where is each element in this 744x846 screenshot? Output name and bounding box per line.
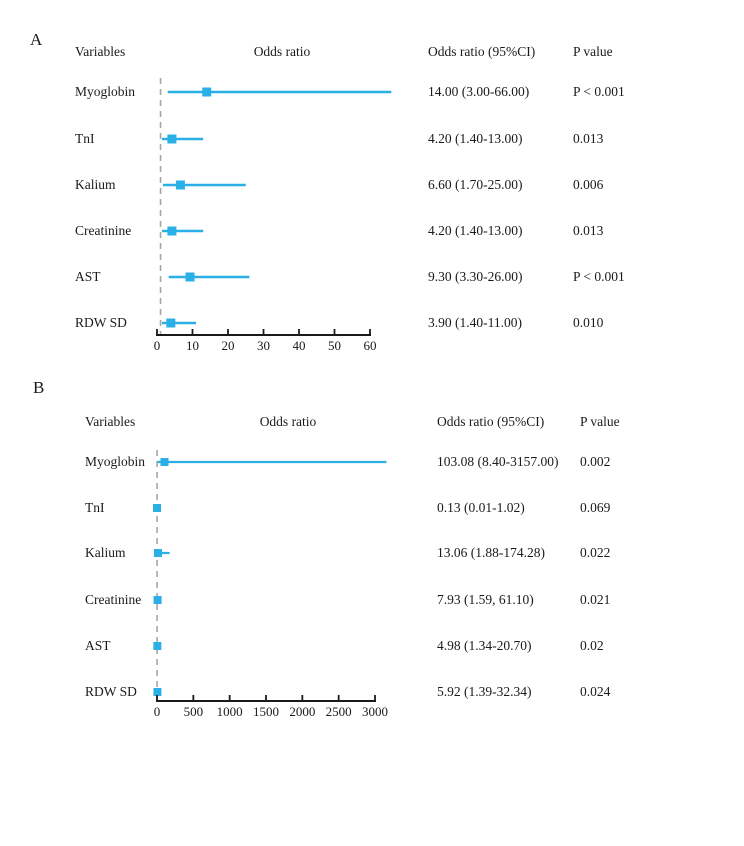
or-ci-value: 4.20 (1.40-13.00) xyxy=(428,131,523,146)
or-ci-value: 6.60 (1.70-25.00) xyxy=(428,177,523,192)
variable-label: AST xyxy=(85,638,111,653)
or-marker xyxy=(153,596,162,604)
x-tick-label: 20 xyxy=(222,338,235,353)
p-value: 0.013 xyxy=(573,131,604,146)
variable-label: RDW SD xyxy=(75,315,127,330)
panel-label: A xyxy=(30,30,43,49)
or-marker xyxy=(167,134,177,144)
x-tick-label: 60 xyxy=(364,338,377,353)
header-p-value: P value xyxy=(580,414,620,429)
x-tick-label: 40 xyxy=(293,338,306,353)
header-variables: Variables xyxy=(85,414,136,429)
variable-label: Kalium xyxy=(85,545,126,560)
or-marker xyxy=(153,642,162,650)
or-marker xyxy=(153,688,162,696)
or-marker xyxy=(166,318,176,328)
header-odds-ratio: Odds ratio xyxy=(253,44,311,59)
p-value: 0.013 xyxy=(573,223,604,238)
header-odds-ratio: Odds ratio xyxy=(259,414,317,429)
or-ci-value: 13.06 (1.88-174.28) xyxy=(437,545,545,560)
variable-label: Kalium xyxy=(75,177,116,192)
p-value: 0.002 xyxy=(580,454,611,469)
x-tick-label: 3000 xyxy=(362,704,388,719)
header-or-ci: Odds ratio (95%CI) xyxy=(428,44,536,59)
p-value: 0.021 xyxy=(580,592,611,607)
x-tick-label: 0 xyxy=(154,338,161,353)
or-marker xyxy=(202,87,212,97)
or-marker xyxy=(167,226,177,236)
or-ci-value: 4.20 (1.40-13.00) xyxy=(428,223,523,238)
or-ci-value: 14.00 (3.00-66.00) xyxy=(428,84,530,99)
panel-label: B xyxy=(33,378,45,397)
or-ci-value: 0.13 (0.01-1.02) xyxy=(437,500,525,515)
header-or-ci: Odds ratio (95%CI) xyxy=(437,414,545,429)
x-tick-label: 2500 xyxy=(326,704,352,719)
x-tick-label: 0 xyxy=(154,704,161,719)
x-tick-label: 1000 xyxy=(217,704,243,719)
x-tick-label: 10 xyxy=(186,338,199,353)
variable-label: Creatinine xyxy=(75,223,132,238)
p-value: 0.006 xyxy=(573,177,604,192)
p-value: 0.022 xyxy=(580,545,611,560)
or-marker xyxy=(175,180,185,190)
or-marker xyxy=(160,458,169,466)
p-value: 0.010 xyxy=(573,315,604,330)
or-ci-value: 9.30 (3.30-26.00) xyxy=(428,269,523,284)
or-marker xyxy=(153,549,162,557)
p-value: P < 0.001 xyxy=(573,84,625,99)
p-value: 0.069 xyxy=(580,500,611,515)
or-ci-value: 3.90 (1.40-11.00) xyxy=(428,315,522,330)
or-ci-value: 103.08 (8.40-3157.00) xyxy=(437,454,559,469)
x-tick-label: 2000 xyxy=(289,704,315,719)
or-ci-value: 4.98 (1.34-20.70) xyxy=(437,638,532,653)
p-value: 0.02 xyxy=(580,638,604,653)
or-marker xyxy=(185,272,195,282)
or-ci-value: 7.93 (1.59, 61.10) xyxy=(437,592,534,607)
header-variables: Variables xyxy=(75,44,126,59)
x-tick-label: 30 xyxy=(257,338,270,353)
variable-label: Myoglobin xyxy=(85,454,146,469)
variable-label: TnI xyxy=(85,500,105,515)
variable-label: Myoglobin xyxy=(75,84,136,99)
variable-label: TnI xyxy=(75,131,95,146)
or-marker xyxy=(153,504,162,512)
x-tick-label: 50 xyxy=(328,338,341,353)
variable-label: AST xyxy=(75,269,101,284)
p-value: P < 0.001 xyxy=(573,269,625,284)
or-ci-value: 5.92 (1.39-32.34) xyxy=(437,684,532,699)
x-tick-label: 500 xyxy=(184,704,204,719)
variable-label: RDW SD xyxy=(85,684,137,699)
p-value: 0.024 xyxy=(580,684,611,699)
variable-label: Creatinine xyxy=(85,592,142,607)
header-p-value: P value xyxy=(573,44,613,59)
x-tick-label: 1500 xyxy=(253,704,279,719)
